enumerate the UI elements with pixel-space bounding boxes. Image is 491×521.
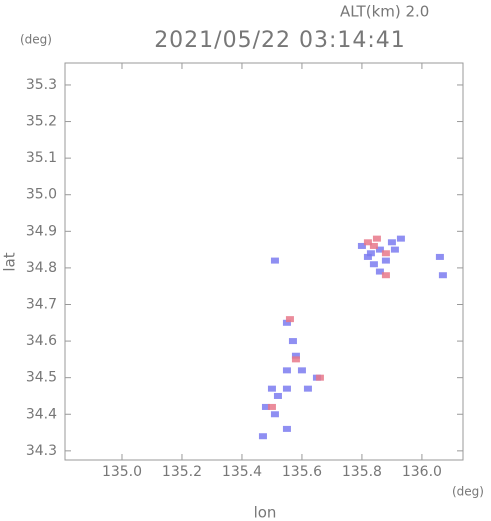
echo-cell [267, 403, 276, 410]
echo-cell [369, 242, 378, 249]
echo-cell [315, 374, 324, 381]
chart-title: 2021/05/22 03:14:41 [154, 28, 406, 53]
echo-cell [387, 239, 396, 246]
echo-cell [390, 246, 399, 253]
echo-cell [363, 253, 372, 260]
echo-cell [438, 272, 447, 279]
echo-cell [291, 356, 300, 363]
x-tick-label: 135.4 [222, 464, 262, 480]
echo-cell [372, 235, 381, 242]
echo-cell [435, 253, 444, 260]
y-tick-label: 34.5 [26, 370, 57, 386]
x-tick-label: 135.8 [342, 464, 382, 480]
echo-cell [291, 352, 300, 359]
y-tick-label: 34.4 [26, 406, 57, 422]
echo-cell [396, 235, 405, 242]
echo-cell [381, 250, 390, 257]
echo-cell [297, 367, 306, 374]
y-tick-label: 35.1 [26, 150, 57, 166]
echo-cell [369, 261, 378, 268]
echo-cell [258, 433, 267, 440]
y-tick-label: 34.8 [26, 260, 57, 276]
y-tick-label: 34.9 [26, 223, 57, 239]
echo-cell [357, 242, 366, 249]
echo-cell [270, 411, 279, 418]
echo-cell [282, 367, 291, 374]
x-tick-label: 135.6 [282, 464, 322, 480]
y-tick-label: 35.0 [26, 187, 57, 203]
echo-cell [375, 268, 384, 275]
x-tick-label: 136.0 [402, 464, 442, 480]
x-tick-label: 135.2 [162, 464, 202, 480]
echo-cell [303, 385, 312, 392]
echo-cell [285, 316, 294, 323]
x-axis-label: lon [254, 504, 277, 521]
echo-cell [381, 272, 390, 279]
y-tick-label: 34.7 [26, 296, 57, 312]
echo-cell [282, 385, 291, 392]
echo-cell [282, 425, 291, 432]
y-tick-label: 35.3 [26, 77, 57, 93]
x-unit: (deg) [452, 485, 484, 499]
altitude-label: ALT(km) 2.0 [340, 3, 429, 21]
echo-cell [366, 250, 375, 257]
echo-cell [381, 257, 390, 264]
echo-cell [273, 392, 282, 399]
y-unit: (deg) [20, 33, 52, 47]
echo-cell [270, 257, 279, 264]
echo-cell [267, 385, 276, 392]
plot-frame [64, 62, 464, 461]
echo-cell [375, 246, 384, 253]
y-axis-label: lat [1, 252, 19, 271]
echo-cell [261, 403, 270, 410]
echo-cell [288, 338, 297, 345]
y-tick-label: 35.2 [26, 114, 57, 130]
y-tick-label: 34.3 [26, 443, 57, 459]
x-tick-label: 135.0 [102, 464, 142, 480]
echo-cell [363, 239, 372, 246]
y-tick-label: 34.6 [26, 333, 57, 349]
echo-cell [282, 319, 291, 326]
